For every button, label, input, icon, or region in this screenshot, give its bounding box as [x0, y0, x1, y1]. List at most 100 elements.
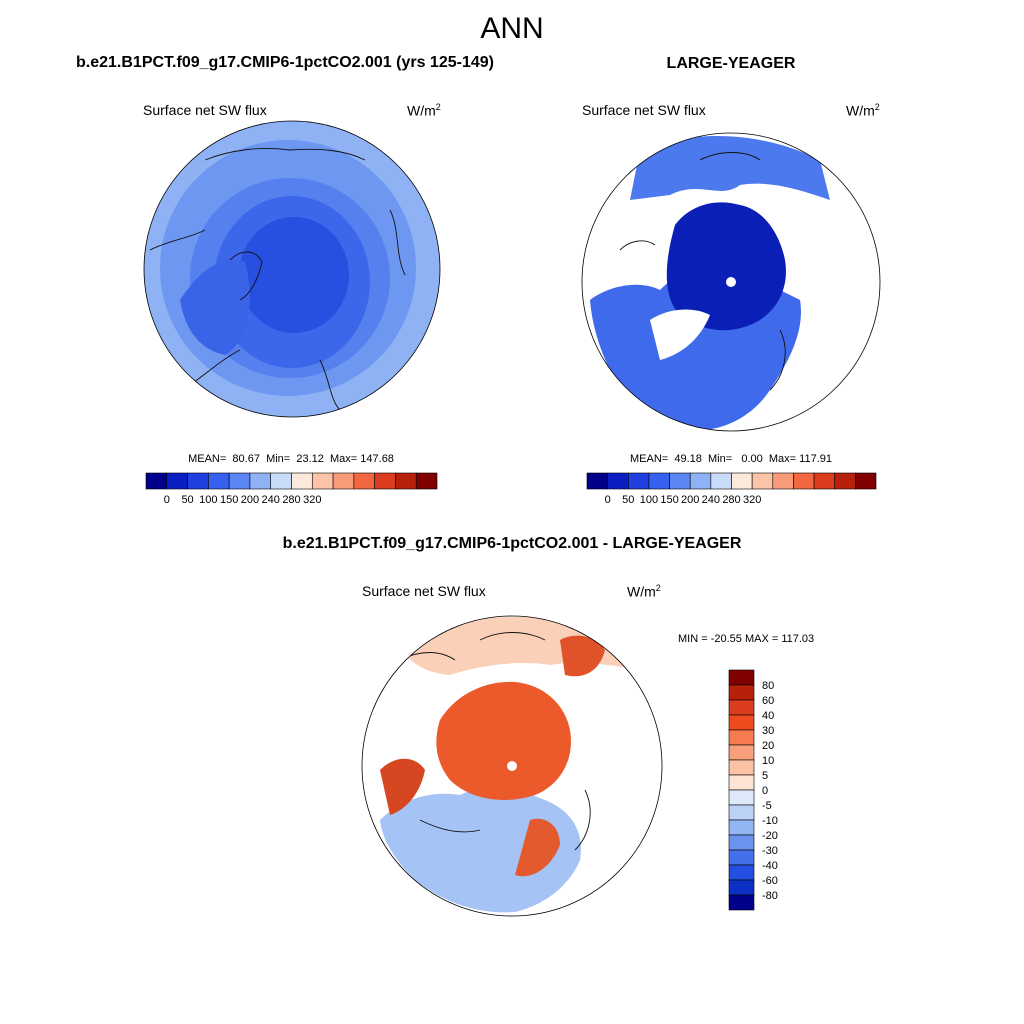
model-colorbar-tick-label: 200 — [241, 494, 259, 506]
model-colorbar-tick-label: 240 — [262, 494, 280, 506]
obs-colorbar-box — [731, 472, 753, 490]
obs-colorbar-box — [710, 472, 732, 490]
obs-colorbar-tick-label: 150 — [660, 494, 678, 506]
obs-coastlines — [619, 152, 786, 391]
obs-colorbar-box — [855, 472, 877, 490]
diff-map-border — [361, 615, 663, 917]
model-colorbar-tick-label: 50 — [181, 494, 193, 506]
diff-colorbar-box — [728, 744, 755, 761]
obs-pole-hole — [726, 277, 736, 287]
obs-colorbar-box — [607, 472, 629, 490]
obs-colorbar-box — [751, 472, 774, 490]
diff-colorbar-tick-label: -20 — [762, 830, 778, 842]
diff-coastlines — [399, 632, 591, 851]
model-map-border — [143, 120, 441, 418]
diff-colorbar-box — [728, 729, 755, 746]
diff-colorbar-tick-label: -30 — [762, 845, 778, 857]
model-colorbar-box — [166, 472, 188, 490]
diff-map — [361, 615, 663, 917]
model-colorbar-tick-label: 280 — [282, 494, 300, 506]
model-colorbar-box — [291, 472, 313, 490]
model-colorbar-box — [374, 472, 396, 490]
obs-map-border — [581, 132, 881, 432]
obs-map — [581, 132, 881, 432]
obs-panel-title: LARGE-YEAGER — [666, 55, 796, 72]
model-colorbar-box — [187, 472, 209, 490]
diff-field-west — [380, 758, 425, 815]
obs-colorbar-box — [689, 472, 712, 490]
diff-colorbar-tick-label: 5 — [762, 770, 768, 782]
model-field-patch — [180, 260, 250, 355]
diff-colorbar-box — [728, 894, 755, 911]
diff-colorbar-tick-label: -10 — [762, 815, 778, 827]
model-colorbar-box — [311, 472, 334, 490]
diff-colorbar-tick-label: -40 — [762, 860, 778, 872]
diff-field-south — [380, 787, 581, 913]
diff-colorbar-box — [728, 834, 755, 851]
diff-colorbar-tick-label: 80 — [762, 680, 774, 692]
model-colorbar-box — [270, 472, 292, 490]
model-stats: MEAN= 80.67 Min= 23.12 Max= 147.68 — [188, 453, 394, 465]
diff-variable-label: Surface net SW flux — [362, 583, 486, 599]
diff-colorbar-box — [728, 759, 755, 776]
diff-field-core — [436, 681, 571, 800]
diff-colorbar-tick-label: 20 — [762, 740, 774, 752]
obs-colorbar-tick-label: 50 — [622, 494, 634, 506]
diff-minmax: MIN = -20.55 MAX = 117.03 — [678, 633, 815, 645]
model-colorbar-box — [395, 472, 417, 490]
diff-field-east — [560, 635, 605, 677]
diff-colorbar-box — [728, 789, 755, 806]
obs-colorbar-box — [586, 472, 608, 490]
obs-colorbar-box — [669, 472, 691, 490]
model-colorbar-tick-label: 100 — [199, 494, 217, 506]
diff-colorbar-box — [728, 669, 755, 686]
diff-colorbar: 80 60 40 30 20 10 5 0 -5 -10 -20 -30 -40 -60 -80 — [728, 669, 778, 911]
obs-colorbar-box — [834, 472, 856, 490]
obs-colorbar-box — [648, 472, 670, 490]
page-title: ANN — [480, 12, 544, 45]
diff-colorbar-tick-label: 60 — [762, 695, 774, 707]
diff-colorbar-tick-label: 40 — [762, 710, 774, 722]
model-variable-label: Surface net SW flux — [143, 102, 267, 118]
diff-panel-title: b.e21.B1PCT.f09_g17.CMIP6-1pctCO2.001 - … — [282, 535, 742, 552]
diff-colorbar-tick-label: -5 — [762, 800, 772, 812]
diff-colorbar-tick-label: 10 — [762, 755, 774, 767]
diff-colorbar-tick-label: -60 — [762, 875, 778, 887]
model-colorbar-box — [208, 472, 230, 490]
model-colorbar: 0 50 100 150 200 240 280 320 — [145, 472, 438, 506]
obs-stats: MEAN= 49.18 Min= 0.00 Max= 117.91 — [630, 453, 832, 465]
model-colorbar-box — [332, 472, 355, 490]
diff-colorbar-box — [728, 714, 755, 731]
model-panel-title: b.e21.B1PCT.f09_g17.CMIP6-1pctCO2.001 (y… — [76, 54, 494, 71]
diff-colorbar-box — [728, 849, 755, 866]
obs-colorbar-tick-label: 240 — [702, 494, 720, 506]
diff-colorbar-box — [728, 699, 755, 716]
obs-colorbar-box — [793, 472, 815, 490]
model-colorbar-box — [145, 472, 168, 490]
obs-colorbar-tick-label: 280 — [722, 494, 740, 506]
obs-colorbar-tick-label: 320 — [743, 494, 761, 506]
obs-colorbar-box — [772, 472, 794, 490]
obs-field-core — [666, 202, 786, 331]
diff-colorbar-tick-label: 30 — [762, 725, 774, 737]
model-units: W/m2 — [407, 102, 441, 119]
obs-colorbar-box — [813, 472, 836, 490]
model-coastlines — [149, 148, 406, 411]
model-colorbar-box — [415, 472, 438, 490]
diff-pole-hole — [507, 761, 517, 771]
diff-units: W/m2 — [627, 583, 661, 600]
diff-colorbar-box — [728, 819, 755, 836]
obs-variable-label: Surface net SW flux — [582, 102, 706, 118]
model-colorbar-tick-label: 320 — [303, 494, 321, 506]
obs-field-north — [630, 136, 830, 200]
model-field-core — [239, 217, 349, 333]
diff-colorbar-box — [728, 684, 755, 701]
model-colorbar-box — [249, 472, 272, 490]
diff-colorbar-tick-label: 0 — [762, 785, 768, 797]
obs-units: W/m2 — [846, 102, 880, 119]
model-colorbar-box — [353, 472, 375, 490]
model-colorbar-tick-label: 0 — [164, 494, 170, 506]
obs-colorbar: 0 50 100 150 200 240 280 320 — [586, 472, 877, 506]
model-map — [143, 120, 441, 418]
